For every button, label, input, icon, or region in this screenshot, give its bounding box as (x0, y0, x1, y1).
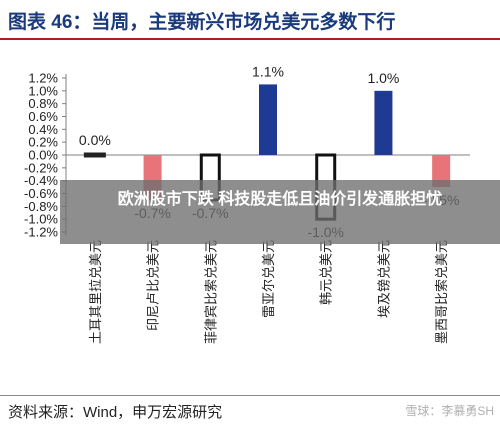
category-labels: 土耳其里拉兑美元 印尼卢比兑美元 菲律宾比索兑美元 雷亚尔兑美元 韩元兑美元 埃及镑兑美元… (89, 240, 450, 344)
data-label: 0.0% (79, 132, 111, 148)
y-tick-label: 0.6% (28, 109, 58, 124)
y-axis: 1.2%1.0%0.8%0.6%0.4%0.2%0.0%-0.2%-0.4%-0… (24, 71, 470, 240)
y-tick-label: 0.0% (28, 148, 58, 163)
y-tick-label: -1.2% (24, 225, 58, 240)
bar-chart: 1.2%1.0%0.8%0.6%0.4%0.2%0.0%-0.2%-0.4%-0… (24, 63, 470, 344)
category-label: 墨西哥比索兑美元 (435, 240, 450, 344)
source-note: 资料来源：Wind，申万宏源研究 (8, 404, 223, 421)
y-tick-label: 0.8% (28, 96, 58, 111)
y-tick-label: -1.0% (24, 212, 58, 227)
y-tick-label: -0.4% (24, 173, 58, 188)
chart-title: 图表 46：当周，主要新兴市场兑美元多数下行 (8, 12, 396, 33)
y-tick-label: -0.6% (24, 186, 58, 201)
category-label: 韩元兑美元 (320, 240, 335, 305)
category-label: 埃及镑兑美元 (376, 240, 392, 318)
y-tick-label: -0.2% (24, 160, 58, 175)
y-tick-label: -0.8% (24, 199, 58, 214)
y-tick-label: 0.2% (28, 135, 58, 150)
bar (259, 84, 277, 155)
data-label: 1.0% (367, 70, 399, 86)
bar (432, 155, 451, 188)
y-tick-label: 1.0% (28, 83, 58, 98)
bars (83, 84, 451, 221)
title-bar: 图表 46：当周，主要新兴市场兑美元多数下行 (0, 0, 500, 40)
y-tick-label: 1.2% (28, 71, 58, 86)
category-label: 印尼卢比兑美元 (146, 240, 162, 331)
category-label: 菲律宾比索兑美元 (203, 240, 219, 344)
data-label: 1.1% (252, 63, 284, 79)
source-divider (0, 395, 500, 396)
news-overlay: 欧洲股市下跌 科技股走低且油价引发通胀担忧 (60, 180, 500, 244)
category-label: 雷亚尔兑美元 (262, 240, 277, 318)
bar (374, 90, 393, 155)
category-label: 土耳其里拉兑美元 (89, 240, 104, 344)
overlay-caption: 欧洲股市下跌 科技股走低且油价引发通胀担忧 (117, 191, 443, 208)
watermark: 雪球：李慕勇SH (405, 404, 494, 418)
bar (83, 152, 106, 158)
y-tick-label: 0.4% (28, 122, 58, 137)
